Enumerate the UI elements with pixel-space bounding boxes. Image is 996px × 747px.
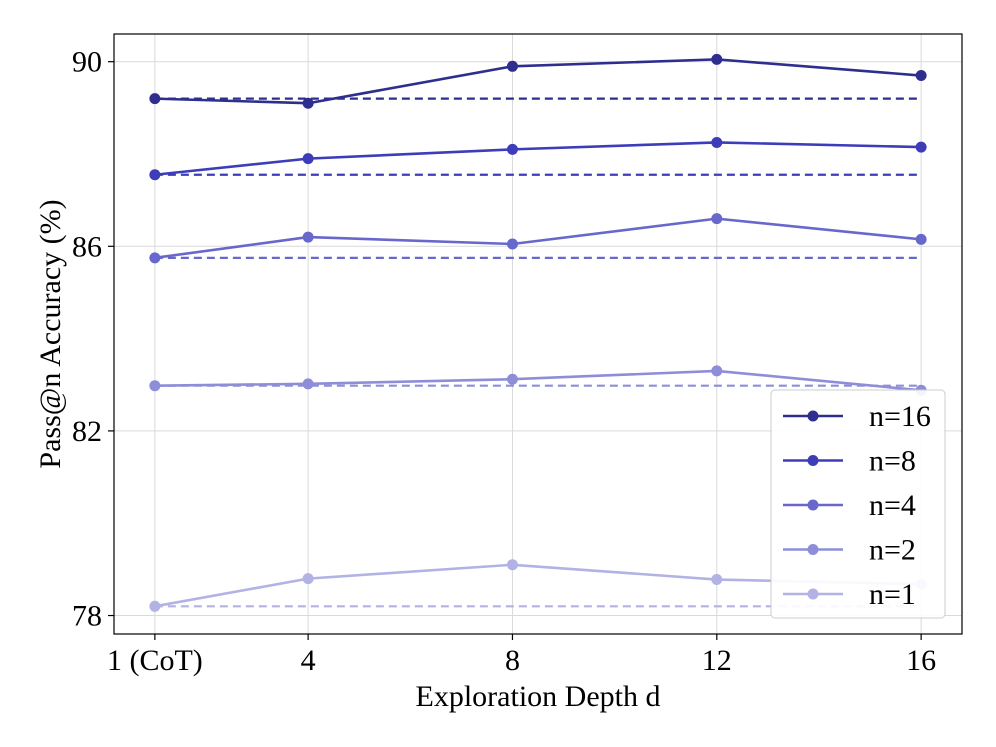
x-tick-label: 16	[906, 644, 936, 677]
legend-label: n=4	[869, 489, 916, 522]
data-point	[506, 60, 518, 72]
data-point	[711, 213, 723, 225]
data-point	[302, 378, 314, 390]
plot-frame	[113, 33, 963, 635]
legend-box	[770, 389, 946, 619]
data-point	[149, 169, 161, 181]
axis-ticks: 1 (CoT) 4 8 12 16 78 82 86 90	[72, 46, 936, 677]
legend-marker	[807, 455, 819, 466]
legend-marker	[807, 588, 819, 600]
data-point	[506, 238, 518, 250]
data-point	[302, 97, 314, 109]
legend-item: n=8	[783, 445, 916, 478]
legend-label: n=1	[869, 578, 916, 611]
data-point	[711, 136, 723, 148]
series-n-16	[149, 53, 927, 109]
data-point	[149, 600, 161, 612]
data-point	[302, 153, 314, 165]
legend-label: n=2	[869, 534, 916, 567]
x-tick-label: 8	[505, 644, 520, 677]
y-tick-label: 82	[72, 415, 102, 448]
data-point	[915, 141, 927, 153]
data-point	[506, 559, 518, 571]
legend-marker	[807, 499, 819, 511]
y-axis-label: Pass@n Accuracy (%)	[34, 199, 67, 468]
grid-lines	[114, 34, 962, 634]
series-line	[154, 369, 922, 392]
data-point	[711, 365, 723, 377]
legend-marker	[807, 544, 819, 555]
data-point	[506, 373, 518, 385]
data-point	[149, 93, 161, 105]
series-line	[154, 217, 922, 260]
legend-label: n=16	[869, 400, 931, 433]
data-point	[506, 143, 518, 155]
data-point	[711, 53, 723, 65]
data-point	[711, 574, 723, 586]
legend-item: n=2	[783, 534, 916, 567]
legend-item: n=16	[783, 400, 931, 433]
data-point	[302, 573, 314, 585]
data-point	[302, 231, 314, 243]
x-tick-label: 4	[301, 644, 316, 677]
x-tick-label: 12	[702, 644, 732, 677]
y-tick-label: 90	[72, 46, 102, 79]
data-point	[915, 70, 927, 82]
legend-label: n=8	[869, 445, 916, 478]
legend: n=16 n=8 n=4 n=2 n=1	[770, 389, 946, 619]
legend-marker	[807, 410, 819, 422]
legend-item: n=1	[783, 578, 916, 611]
y-tick-label: 86	[72, 230, 102, 263]
x-tick-label: 1 (CoT)	[107, 644, 203, 677]
series-n-4	[149, 213, 927, 264]
series-line	[154, 58, 922, 105]
data-point	[149, 252, 161, 264]
data-point	[149, 380, 161, 392]
data-point	[915, 233, 927, 245]
x-axis-label: Exploration Depth d	[416, 680, 661, 713]
series-line	[154, 141, 922, 177]
series-n-8	[149, 136, 927, 181]
legend-item: n=4	[783, 489, 916, 522]
y-tick-label: 78	[72, 600, 102, 633]
